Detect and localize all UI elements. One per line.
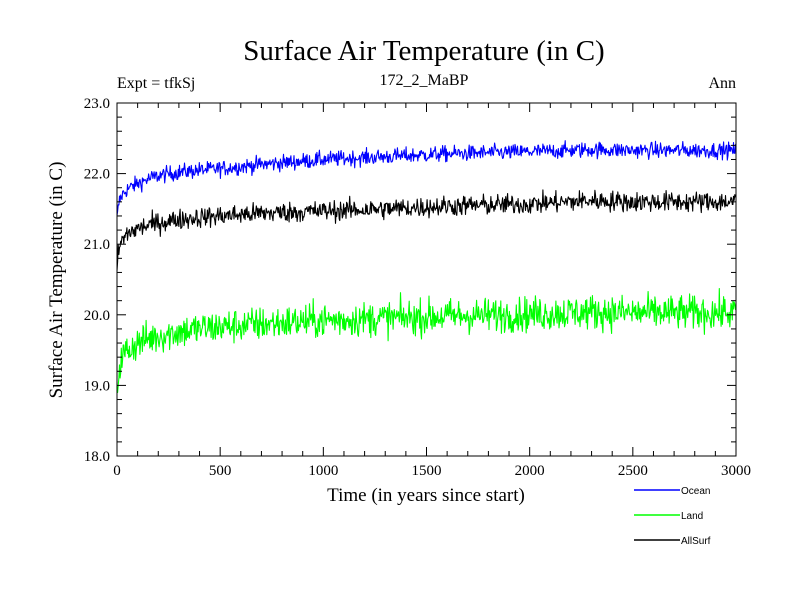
axes-layer (116, 102, 737, 457)
legend-label-land: Land (681, 511, 703, 522)
y-tick-label: 18.0 (84, 449, 110, 465)
y-tick-label: 19.0 (84, 378, 110, 394)
series-line-ocean (116, 140, 737, 216)
x-tick-label: 0 (113, 463, 121, 479)
legend-label-allsurf: AllSurf (681, 536, 711, 547)
y-tick-label: 21.0 (84, 237, 110, 253)
x-tick-label: 3000 (721, 463, 751, 479)
expt-label: Expt = tfkSj (117, 75, 195, 92)
legend: Ocean Land AllSurf (634, 486, 711, 547)
x-tick-label: 2500 (618, 463, 648, 479)
series-line-land (116, 287, 737, 394)
y-tick-label: 22.0 (84, 167, 110, 183)
x-tick-label: 500 (209, 463, 232, 479)
y-axis-label: Surface Air Temperature (in C) (46, 162, 67, 399)
series-line-allsurf (116, 189, 737, 271)
chart-title: Surface Air Temperature (in C) (243, 35, 604, 67)
x-tick-label: 1500 (412, 463, 442, 479)
legend-label-ocean: Ocean (681, 486, 710, 497)
x-axis-label: Time (in years since start) (327, 485, 525, 506)
x-tick-label: 2000 (515, 463, 545, 479)
plot-frame (116, 102, 737, 457)
series-layer (116, 140, 737, 394)
chart-subtitle: 172_2_MaBP (380, 72, 469, 89)
period-label: Ann (708, 75, 736, 92)
ticks-layer: 0 500 1000 1500 2000 2500 3000 18.0 19.0 20.0 21.0… (84, 96, 751, 479)
x-tick-label: 1000 (308, 463, 338, 479)
y-tick-label: 23.0 (84, 96, 110, 112)
y-tick-label: 20.0 (84, 308, 110, 324)
